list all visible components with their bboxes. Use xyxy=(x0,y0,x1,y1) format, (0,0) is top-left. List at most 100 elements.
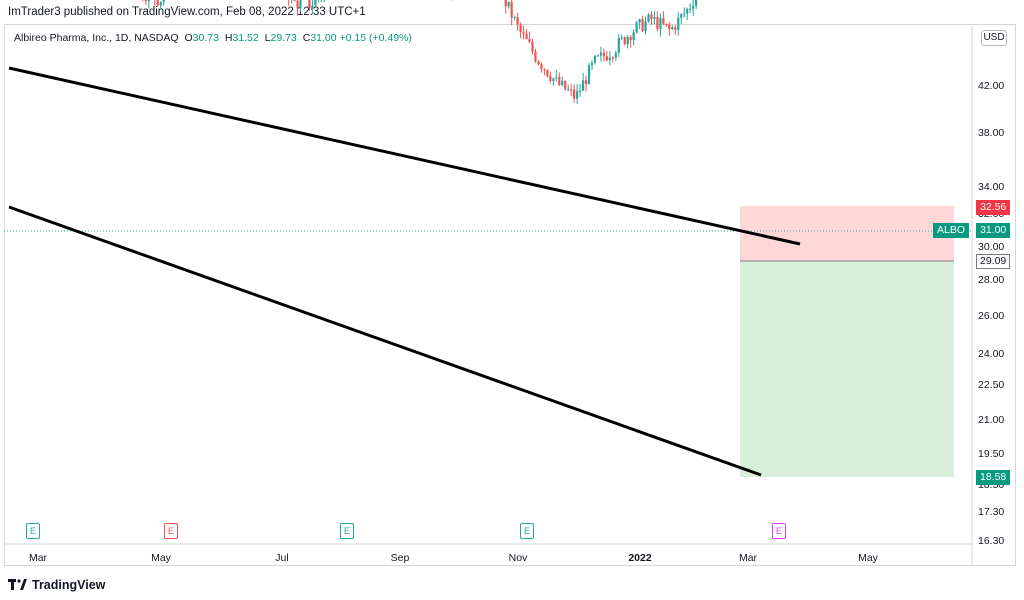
price-tick-label: 42.00 xyxy=(978,80,1004,92)
price-tick-label: 34.00 xyxy=(978,181,1004,193)
candle-body xyxy=(695,0,698,6)
candle-body xyxy=(522,32,525,34)
tradingview-footer[interactable]: TradingView xyxy=(8,578,105,592)
earnings-badge[interactable]: E xyxy=(340,523,354,539)
candle-body xyxy=(596,55,600,57)
price-tick-label: 16.30 xyxy=(978,535,1004,547)
candle-body xyxy=(593,55,597,63)
candle-body xyxy=(584,80,588,85)
candle-body xyxy=(680,14,683,18)
candle-body xyxy=(641,19,644,32)
candle-body xyxy=(614,52,617,58)
candle-body xyxy=(602,52,605,57)
candle-body xyxy=(644,21,647,32)
candle-body xyxy=(677,17,680,31)
candle-body xyxy=(537,61,540,65)
candle-body xyxy=(632,32,635,41)
candle-body xyxy=(519,24,522,33)
price-tick-label: 28.00 xyxy=(978,274,1004,286)
candle-body xyxy=(510,1,513,18)
brand-label: TradingView xyxy=(32,578,106,592)
candle-body xyxy=(564,80,567,90)
candle-body xyxy=(674,27,677,31)
candle-body xyxy=(308,0,311,9)
candle-body xyxy=(314,0,317,6)
tradingview-logo-icon xyxy=(8,579,27,590)
candle-body xyxy=(549,76,552,82)
candle-body xyxy=(552,78,555,82)
candle-body xyxy=(299,0,302,9)
low-value: 29.73 xyxy=(270,32,297,44)
candle-body xyxy=(576,91,579,99)
currency-button[interactable]: USD xyxy=(981,30,1007,46)
stop-price-tag: 32.56 xyxy=(976,200,1011,215)
low-label: L xyxy=(264,32,271,44)
candle-body xyxy=(686,8,689,14)
close-label: C xyxy=(302,32,311,44)
candle-body xyxy=(656,16,659,30)
target-price-tag: 18.58 xyxy=(976,470,1011,485)
candle-body xyxy=(507,1,510,7)
candle-body xyxy=(534,51,537,62)
symbol-title[interactable]: Albireo Pharma, Inc., 1D, NASDAQ xyxy=(14,32,179,44)
candle-body xyxy=(665,23,668,25)
open-value: 30.73 xyxy=(192,32,219,44)
candle-body xyxy=(647,14,650,22)
publisher-line: ImTrader3 published on TradingView.com, … xyxy=(8,6,366,18)
earnings-badge[interactable]: E xyxy=(164,523,178,539)
candle-body xyxy=(662,18,665,24)
entry-price-tag: 29.09 xyxy=(976,254,1011,269)
candle-body xyxy=(525,33,528,40)
candle-body xyxy=(668,24,671,30)
candle-body xyxy=(683,13,686,15)
symbol-legend: Albireo Pharma, Inc., 1D, NASDAQ O30.73 … xyxy=(14,32,412,44)
candle-body xyxy=(692,5,695,9)
candle-body xyxy=(570,89,573,91)
candle-body xyxy=(605,56,608,61)
candle-body xyxy=(516,17,519,25)
price-axis: 42.0038.0034.0032.0030.0028.0026.0024.00… xyxy=(978,80,1004,547)
stop-loss-zone xyxy=(740,206,954,261)
candle-body xyxy=(638,19,641,23)
time-tick-label: May xyxy=(151,552,172,564)
earnings-badge[interactable]: E xyxy=(772,523,786,539)
last-price-tag: 31.00 xyxy=(976,223,1011,238)
lower-trendline xyxy=(8,205,762,477)
candle-body xyxy=(561,80,564,85)
candle-body xyxy=(578,90,582,92)
price-tick-label: 26.00 xyxy=(978,310,1004,322)
candle-body xyxy=(617,38,620,53)
candle-body xyxy=(540,64,543,69)
candle-body xyxy=(504,0,507,7)
candle-body xyxy=(581,80,585,91)
candle-body xyxy=(156,0,159,6)
candle-body xyxy=(623,37,626,45)
candle-body xyxy=(587,65,591,85)
candle-body xyxy=(558,77,561,85)
time-tick-label: Jul xyxy=(275,552,288,564)
price-tick-label: 17.30 xyxy=(978,506,1004,518)
earnings-badge[interactable]: E xyxy=(520,523,534,539)
candle-body xyxy=(653,16,656,19)
candle-body xyxy=(620,37,623,39)
candle-body xyxy=(144,0,147,2)
price-tick-label: 38.00 xyxy=(978,127,1004,139)
candle-body xyxy=(555,77,558,79)
price-tick-label: 19.50 xyxy=(978,448,1004,460)
high-label: H xyxy=(224,32,233,44)
time-tick-label: Sep xyxy=(391,552,410,564)
earnings-badge[interactable]: E xyxy=(26,523,40,539)
candle-body xyxy=(311,5,314,9)
time-axis: Mar May Jul Sep Nov 2022 Mar May xyxy=(29,552,879,564)
candle-body xyxy=(650,14,653,19)
candle-body xyxy=(629,36,632,41)
candle-body xyxy=(567,89,570,91)
candle-body xyxy=(531,42,534,52)
candle-body xyxy=(671,27,674,30)
candle-body xyxy=(626,36,629,45)
upper-trendline xyxy=(8,66,801,246)
candle-body xyxy=(608,57,611,61)
candle-body xyxy=(573,89,576,99)
candle-body xyxy=(546,69,549,77)
